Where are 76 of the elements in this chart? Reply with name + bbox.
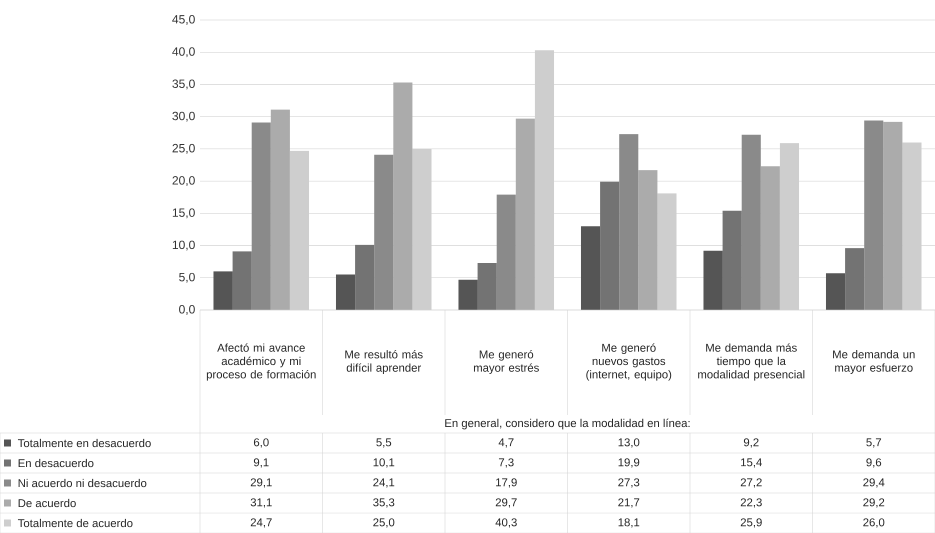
data-label: 17,9	[496, 478, 517, 488]
x-tick-label: Afectó mi avance académico y mi proceso de formación	[206, 343, 316, 381]
data-label: 19,9	[618, 458, 640, 468]
data-label: 29,2	[863, 498, 884, 508]
bar	[703, 250, 723, 310]
data-label: 13,0	[618, 438, 640, 448]
data-label: 7,3	[498, 458, 514, 468]
bar	[336, 274, 356, 310]
data-label: 21,7	[618, 498, 640, 508]
data-label: 26,0	[863, 518, 884, 528]
x-tick-label: Me demanda un mayor esfuerzo	[833, 350, 915, 374]
data-label: 5,7	[866, 438, 882, 448]
x-tick-label: Me resultó más difícil aprender	[345, 350, 423, 374]
legend-label: Ni acuerdo ni desacuerdo	[18, 478, 146, 488]
bar	[722, 210, 742, 310]
data-label: 29,1	[250, 478, 272, 488]
data-label: 22,3	[740, 498, 762, 508]
data-label: 31,1	[250, 498, 272, 508]
bar	[638, 170, 658, 310]
data-label: 5,5	[376, 438, 392, 448]
bar	[742, 134, 761, 310]
data-label: 25,9	[740, 518, 762, 528]
data-label: 4,7	[498, 438, 514, 448]
y-tick-label: 0,0	[179, 305, 195, 315]
data-label: 18,1	[618, 518, 640, 528]
data-label: 29,4	[863, 478, 884, 488]
data-label: 9,1	[254, 458, 269, 468]
bar	[478, 262, 497, 310]
data-label: 35,3	[373, 498, 394, 508]
bar	[252, 122, 271, 310]
bar	[496, 194, 516, 310]
data-label: 6,0	[254, 438, 269, 448]
data-label: 10,1	[374, 458, 394, 468]
data-label: 27,2	[740, 478, 762, 488]
bar	[619, 134, 638, 310]
bar	[864, 120, 884, 310]
data-label: 40,3	[495, 518, 517, 528]
bar	[516, 118, 535, 310]
bar	[232, 251, 252, 310]
y-tick-label: 30,0	[172, 112, 195, 122]
bar	[374, 154, 394, 310]
legend-label: Totalmente de acuerdo	[18, 518, 133, 528]
legend-label: Totalmente en desacuerdo	[18, 438, 151, 448]
bar	[213, 271, 233, 310]
data-label: 24,7	[250, 518, 272, 528]
data-label: 29,7	[496, 498, 517, 508]
legend-label: En desacuerdo	[18, 458, 94, 468]
y-tick-label: 25,0	[172, 144, 195, 154]
data-label: 25,0	[373, 518, 394, 528]
bar	[826, 273, 846, 310]
bar	[458, 280, 478, 310]
y-tick-label: 10,0	[172, 240, 195, 251]
legend-label: De acuerdo	[18, 498, 76, 508]
data-label: 9,2	[744, 438, 759, 448]
bar	[580, 226, 600, 310]
bar	[883, 122, 902, 310]
y-tick-label: 5,0	[179, 272, 195, 283]
x-axis-title: En general, considero que la modalidad en línea:	[445, 418, 690, 430]
bar	[600, 182, 620, 310]
bar	[355, 244, 374, 310]
x-tick-label: Me generó mayor estrés	[474, 350, 539, 374]
y-tick-label: 45,0	[172, 15, 195, 25]
data-label: 24,1	[373, 478, 394, 488]
y-tick-label: 40,0	[172, 47, 195, 58]
y-tick-label: 15,0	[172, 208, 195, 218]
bar	[760, 166, 780, 310]
data-label: 27,3	[618, 478, 640, 488]
data-label: 9,6	[866, 458, 882, 468]
data-label: 15,4	[741, 458, 762, 468]
x-tick-label: Me demanda más tiempo que la modalidad presencial	[698, 343, 804, 381]
y-tick-label: 35,0	[172, 79, 195, 90]
bar	[845, 248, 864, 310]
y-tick-label: 20,0	[172, 176, 195, 186]
bar	[393, 82, 412, 310]
x-tick-label: Me generó nuevos gastos (internet, equipo)	[586, 343, 672, 381]
bar	[270, 110, 290, 310]
